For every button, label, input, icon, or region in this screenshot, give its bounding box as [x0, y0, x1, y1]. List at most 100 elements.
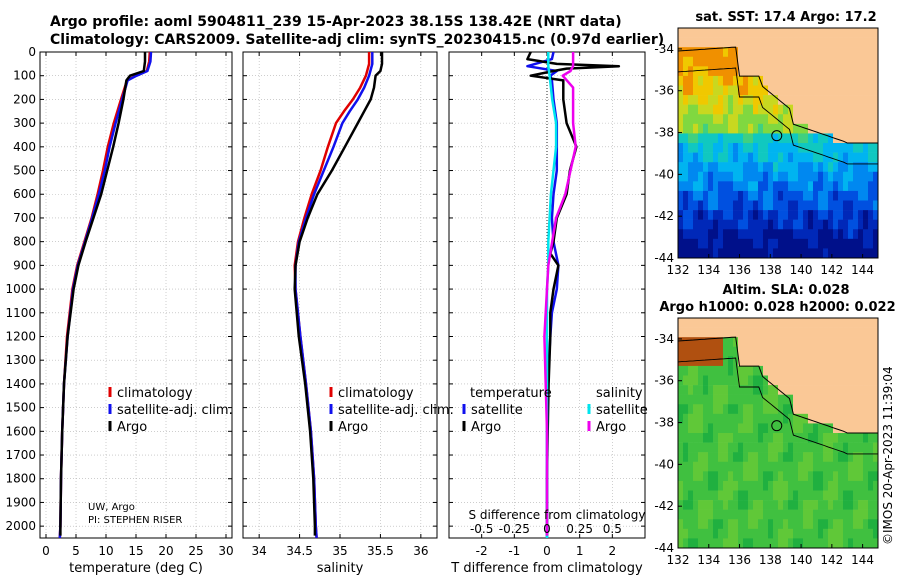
map-cell — [773, 123, 779, 134]
map-cell — [803, 47, 809, 58]
map-cell — [753, 461, 759, 472]
map-cell — [733, 56, 739, 67]
map-cell — [808, 114, 814, 125]
map-cell — [803, 337, 809, 348]
map-cell — [738, 47, 744, 58]
map-cell — [823, 181, 829, 192]
map-cell — [713, 365, 719, 376]
map-cell — [703, 452, 709, 463]
map-cell — [853, 452, 859, 463]
map-cell — [733, 210, 739, 220]
map-cell — [718, 528, 724, 539]
map-cell — [723, 356, 729, 367]
map-cell — [873, 471, 879, 482]
map-cell — [738, 480, 744, 491]
map-cell — [788, 413, 794, 424]
map-cell — [853, 346, 859, 357]
legend-label: satellite-adj. clim. — [338, 403, 454, 418]
map-cell — [768, 114, 774, 125]
map-cell — [773, 66, 779, 77]
map-cell — [743, 181, 749, 192]
map-cell — [873, 509, 879, 520]
map-cell — [718, 404, 724, 415]
map-cell — [703, 123, 709, 134]
map-cell — [693, 56, 699, 67]
map-cell — [803, 95, 809, 105]
map-cell — [718, 85, 724, 96]
map-cell — [793, 365, 799, 376]
map-cell — [688, 433, 694, 443]
map-cell — [858, 365, 864, 376]
x-tick-label: 142 — [820, 553, 843, 567]
map-cell — [758, 433, 764, 443]
map-cell — [718, 471, 724, 482]
map-cell — [838, 152, 844, 163]
map-cell — [873, 219, 879, 230]
y-tick-label: 300 — [13, 116, 36, 130]
map-cell — [778, 385, 784, 395]
map-cell — [798, 123, 804, 134]
map-cell — [788, 471, 794, 482]
map-cell — [788, 375, 794, 386]
map-cell — [773, 133, 779, 144]
map-cell — [798, 519, 804, 530]
map-cell — [688, 500, 694, 510]
map-cell — [808, 423, 814, 434]
map-cell — [798, 133, 804, 144]
map-cell — [778, 28, 784, 38]
map-cell — [683, 47, 689, 58]
map-cell — [718, 509, 724, 520]
map-cell — [858, 75, 864, 86]
map-cell — [813, 385, 819, 395]
map-cell — [798, 394, 804, 405]
map-cell — [753, 47, 759, 58]
map-cell — [843, 500, 849, 510]
map-cell — [848, 538, 854, 549]
map-cell — [703, 104, 709, 115]
map-cell — [868, 37, 874, 48]
s-tick-label: 0.5 — [603, 522, 622, 536]
map-cell — [828, 133, 834, 144]
map-cell — [873, 162, 879, 173]
map-cell — [798, 404, 804, 415]
map-cell — [853, 85, 859, 96]
map-cell — [798, 337, 804, 348]
x-axis-label: salinity — [317, 561, 364, 576]
map-cell — [773, 318, 779, 328]
map-cell — [828, 490, 834, 501]
map-cell — [728, 238, 734, 249]
map-cell — [698, 238, 704, 249]
legend-label: Argo — [471, 420, 501, 435]
map-cell — [733, 404, 739, 415]
map-cell — [788, 229, 794, 240]
map-cell — [753, 190, 759, 201]
map-cell — [758, 528, 764, 539]
y-tick-label: 800 — [13, 235, 36, 249]
map-cell — [678, 152, 684, 163]
map-cell — [688, 28, 694, 38]
map-cell — [713, 356, 719, 367]
map-cell — [808, 181, 814, 192]
map-cell — [813, 152, 819, 163]
legend-label: satellite — [471, 403, 523, 418]
map-cell — [848, 480, 854, 491]
map-cell — [788, 75, 794, 86]
map-cell — [848, 385, 854, 395]
map-cell — [803, 162, 809, 173]
map-cell — [768, 219, 774, 230]
map-cell — [688, 190, 694, 201]
map-cell — [778, 47, 784, 58]
map-cell — [863, 28, 869, 38]
map-cell — [818, 509, 824, 520]
map-cell — [743, 490, 749, 501]
map-cell — [828, 162, 834, 173]
map-cell — [733, 190, 739, 201]
map-cell — [768, 480, 774, 491]
map-cell — [723, 394, 729, 405]
map-cell — [853, 95, 859, 105]
map-cell — [843, 394, 849, 405]
map-cell — [708, 337, 714, 348]
map-cell — [783, 66, 789, 77]
map-cell — [823, 509, 829, 520]
map-cell — [783, 171, 789, 182]
